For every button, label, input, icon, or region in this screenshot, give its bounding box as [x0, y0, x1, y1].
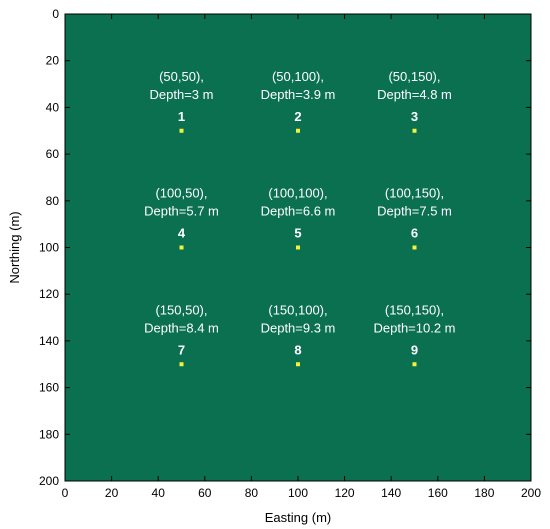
- point-marker: [179, 245, 184, 250]
- point-coord-label: (100,100),: [268, 186, 327, 201]
- point-id-label: 7: [178, 342, 185, 357]
- y-axis-label: Northing (m): [7, 211, 22, 283]
- x-tick-label: 20: [105, 486, 119, 500]
- x-tick-label: 180: [474, 486, 494, 500]
- point-coord-label: (150,150),: [385, 302, 444, 317]
- point-id-label: 3: [411, 109, 418, 124]
- data-point-group: 3 (50,150), Depth=4.8 m: [377, 69, 452, 133]
- y-tick-label: 60: [46, 147, 60, 161]
- y-tick-label: 200: [39, 474, 59, 488]
- data-point-group: 9 (150,150), Depth=10.2 m: [373, 302, 456, 367]
- point-marker: [296, 362, 300, 367]
- y-tick-label: 20: [46, 54, 60, 68]
- point-marker: [412, 362, 417, 367]
- point-id-label: 9: [411, 342, 418, 357]
- point-depth-label: Depth=5.7 m: [144, 204, 219, 219]
- point-coord-label: (150,100),: [268, 302, 327, 317]
- data-point-group: 6 (100,150), Depth=7.5 m: [377, 186, 452, 250]
- x-tick-label: 100: [288, 486, 308, 500]
- points-layer: 1 (50,50), Depth=3 m 2 (50,100), Depth=3.9 m 3…: [144, 69, 456, 367]
- x-tick-label: 40: [152, 486, 166, 500]
- point-id-label: 4: [178, 226, 186, 241]
- point-id-label: 1: [178, 109, 185, 124]
- point-depth-label: Depth=8.4 m: [144, 320, 219, 335]
- point-depth-label: Depth=4.8 m: [377, 87, 452, 102]
- data-point-group: 7 (150,50), Depth=8.4 m: [144, 302, 219, 367]
- x-axis-ticks: 0 20 40 60 80 100 120 140 160 180 200: [62, 14, 541, 500]
- point-coord-label: (50,50),: [159, 69, 204, 84]
- y-tick-label: 40: [46, 100, 60, 114]
- x-tick-label: 60: [198, 486, 212, 500]
- data-point-group: 1 (50,50), Depth=3 m: [150, 69, 214, 133]
- point-coord-label: (100,50),: [155, 186, 207, 201]
- y-tick-label: 100: [39, 241, 59, 255]
- x-tick-label: 160: [428, 486, 448, 500]
- y-tick-label: 120: [39, 287, 59, 301]
- y-axis-ticks: 0 20 40 60 80 100 120 140 160 180 200: [39, 7, 531, 488]
- point-depth-label: Depth=3 m: [150, 87, 214, 102]
- point-id-label: 2: [294, 109, 301, 124]
- point-id-label: 8: [294, 342, 301, 357]
- x-tick-label: 140: [381, 486, 401, 500]
- point-marker: [179, 362, 184, 367]
- point-coord-label: (100,150),: [385, 186, 444, 201]
- point-marker: [296, 128, 300, 133]
- point-coord-label: (50,150),: [388, 69, 440, 84]
- y-tick-label: 80: [46, 194, 60, 208]
- x-tick-label: 120: [335, 486, 355, 500]
- y-tick-label: 140: [39, 334, 59, 348]
- data-point-group: 5 (100,100), Depth=6.6 m: [261, 186, 336, 250]
- point-coord-label: (150,50),: [155, 302, 207, 317]
- y-tick-label: 180: [39, 427, 59, 441]
- point-depth-label: Depth=7.5 m: [377, 204, 452, 219]
- x-tick-label: 0: [62, 486, 69, 500]
- y-tick-label: 0: [52, 7, 59, 21]
- point-depth-label: Depth=10.2 m: [373, 320, 455, 335]
- data-point-group: 2 (50,100), Depth=3.9 m: [261, 69, 336, 133]
- point-coord-label: (50,100),: [272, 69, 324, 84]
- point-depth-label: Depth=9.3 m: [261, 320, 336, 335]
- data-point-group: 8 (150,100), Depth=9.3 m: [261, 302, 336, 367]
- point-id-label: 5: [294, 226, 301, 241]
- point-marker: [179, 128, 184, 133]
- point-depth-label: Depth=6.6 m: [261, 204, 336, 219]
- point-depth-label: Depth=3.9 m: [261, 87, 336, 102]
- point-marker: [296, 245, 300, 250]
- x-axis-label: Easting (m): [265, 510, 331, 525]
- data-point-group: 4 (100,50), Depth=5.7 m: [144, 186, 219, 250]
- point-marker: [412, 128, 417, 133]
- point-id-label: 6: [411, 226, 418, 241]
- y-tick-label: 160: [39, 381, 59, 395]
- x-tick-label: 80: [245, 486, 259, 500]
- point-marker: [412, 245, 417, 250]
- x-tick-label: 200: [521, 486, 541, 500]
